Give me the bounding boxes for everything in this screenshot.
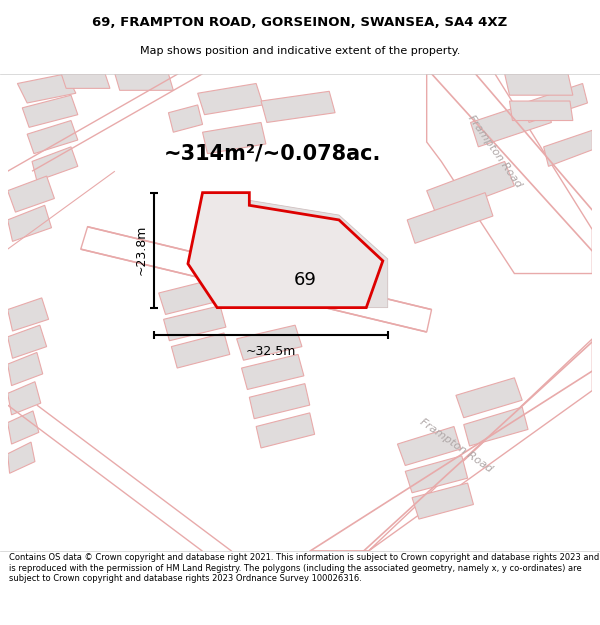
Polygon shape: [8, 325, 47, 358]
Polygon shape: [188, 192, 383, 308]
Polygon shape: [407, 192, 493, 243]
Polygon shape: [8, 205, 52, 241]
Polygon shape: [261, 91, 335, 123]
Polygon shape: [169, 105, 203, 132]
Polygon shape: [456, 378, 522, 418]
Polygon shape: [8, 298, 49, 331]
Polygon shape: [203, 122, 266, 154]
Polygon shape: [242, 354, 304, 389]
Text: ~23.8m: ~23.8m: [135, 225, 148, 276]
Polygon shape: [188, 192, 388, 308]
Polygon shape: [505, 74, 573, 95]
Text: ~314m²/~0.078ac.: ~314m²/~0.078ac.: [164, 144, 381, 164]
Text: Frampton Road: Frampton Road: [418, 418, 494, 475]
Text: Map shows position and indicative extent of the property.: Map shows position and indicative extent…: [140, 46, 460, 56]
Polygon shape: [427, 74, 592, 274]
Polygon shape: [8, 442, 35, 473]
Polygon shape: [27, 121, 78, 154]
Polygon shape: [524, 84, 587, 122]
Polygon shape: [464, 407, 528, 446]
Polygon shape: [236, 325, 302, 360]
Polygon shape: [412, 483, 473, 519]
Polygon shape: [250, 384, 310, 419]
Polygon shape: [81, 227, 431, 332]
Polygon shape: [22, 95, 78, 128]
Polygon shape: [310, 339, 592, 551]
Polygon shape: [17, 74, 76, 103]
Text: Frampton Road: Frampton Road: [466, 114, 524, 190]
Polygon shape: [115, 74, 173, 91]
Polygon shape: [61, 74, 110, 88]
Polygon shape: [8, 176, 55, 212]
Polygon shape: [470, 98, 551, 147]
Text: Contains OS data © Crown copyright and database right 2021. This information is : Contains OS data © Crown copyright and d…: [9, 554, 599, 583]
Polygon shape: [32, 147, 78, 181]
Polygon shape: [509, 101, 573, 121]
Text: 69, FRAMPTON ROAD, GORSEINON, SWANSEA, SA4 4XZ: 69, FRAMPTON ROAD, GORSEINON, SWANSEA, S…: [92, 16, 508, 29]
Polygon shape: [256, 413, 314, 448]
Polygon shape: [172, 333, 230, 368]
Polygon shape: [544, 130, 592, 166]
Polygon shape: [164, 306, 226, 341]
Polygon shape: [8, 411, 39, 444]
Text: ~32.5m: ~32.5m: [245, 344, 296, 357]
Polygon shape: [158, 278, 224, 314]
Text: 69: 69: [293, 271, 316, 289]
Polygon shape: [405, 456, 467, 493]
Polygon shape: [8, 382, 41, 415]
Polygon shape: [427, 161, 514, 215]
Text: Mydam Lane: Mydam Lane: [254, 262, 326, 291]
Polygon shape: [397, 426, 461, 466]
Polygon shape: [197, 84, 263, 114]
Polygon shape: [8, 352, 43, 386]
